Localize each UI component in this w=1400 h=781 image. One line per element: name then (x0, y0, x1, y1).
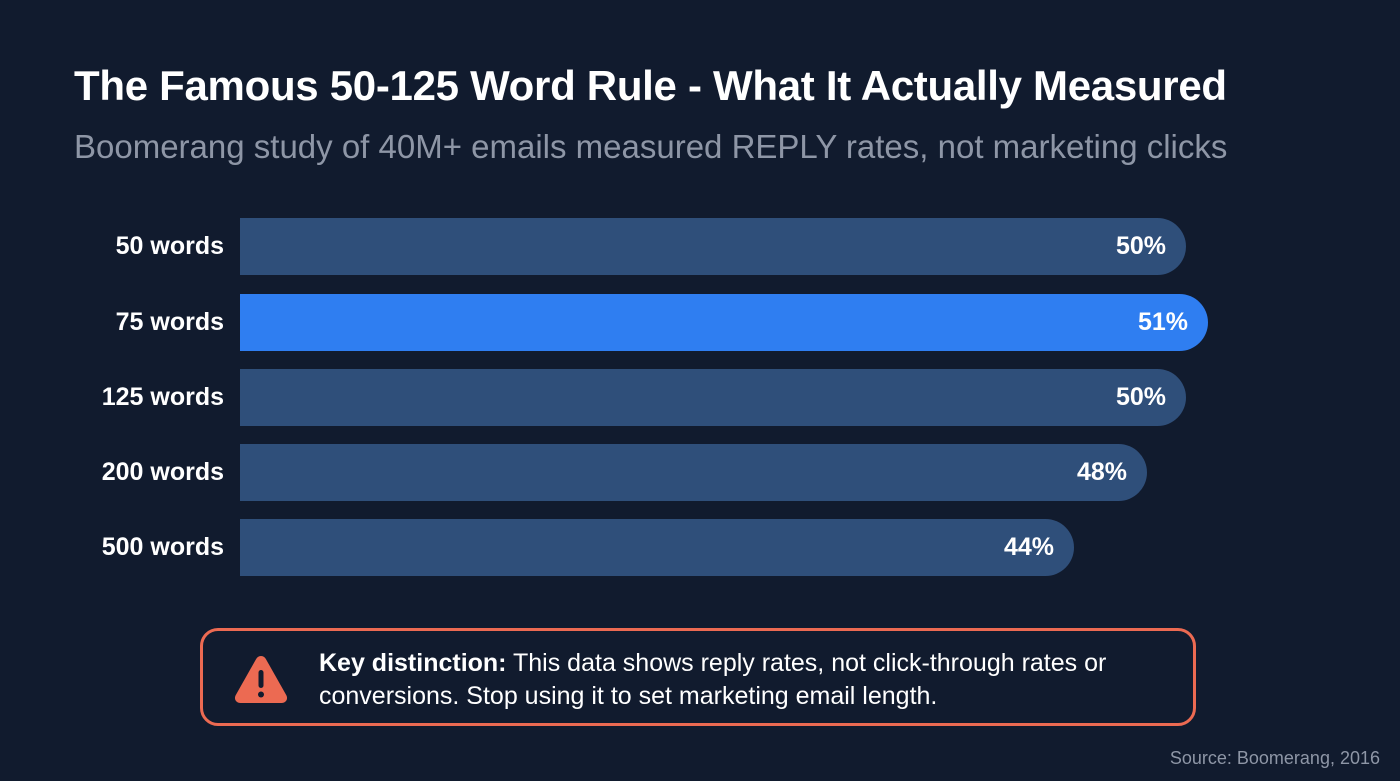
callout-bold-prefix: Key distinction: (319, 649, 507, 677)
callout-body: This data shows reply rates, not click-t… (319, 649, 1107, 710)
bar-row-75-words: 75 words 51% (0, 294, 1400, 351)
bar-label: 200 words (101, 458, 224, 486)
bar: 48% (240, 444, 1147, 501)
chart-subtitle: Boomerang study of 40M+ emails measured … (74, 128, 1228, 165)
bar-label: 75 words (115, 308, 224, 336)
bar-label: 125 words (101, 383, 224, 411)
bar: 50% (240, 218, 1186, 275)
bar-row-200-words: 200 words 48% (0, 444, 1400, 501)
callout-text: Key distinction: This data shows reply r… (319, 647, 1179, 713)
warning-triangle-icon (234, 656, 288, 703)
source-note: Source: Boomerang, 2016 (1169, 748, 1380, 768)
bar-value: 51% (1137, 308, 1188, 336)
bar-row-125-words: 125 words 50% (0, 369, 1400, 426)
bar-value: 50% (1115, 383, 1166, 411)
bar-label: 500 words (101, 533, 224, 561)
bar-row-50-words: 50 words 50% (0, 218, 1400, 275)
bar-highlighted: 51% (240, 294, 1208, 351)
bar: 44% (240, 519, 1074, 576)
key-distinction-callout: Key distinction: This data shows reply r… (200, 628, 1196, 726)
bar-value: 44% (1003, 533, 1054, 561)
bar-row-500-words: 500 words 44% (0, 519, 1400, 576)
bar: 50% (240, 369, 1186, 426)
bar-value: 48% (1076, 458, 1127, 486)
bar-value: 50% (1115, 232, 1166, 260)
chart-title: The Famous 50-125 Word Rule - What It Ac… (74, 62, 1227, 109)
bar-label: 50 words (115, 232, 224, 260)
